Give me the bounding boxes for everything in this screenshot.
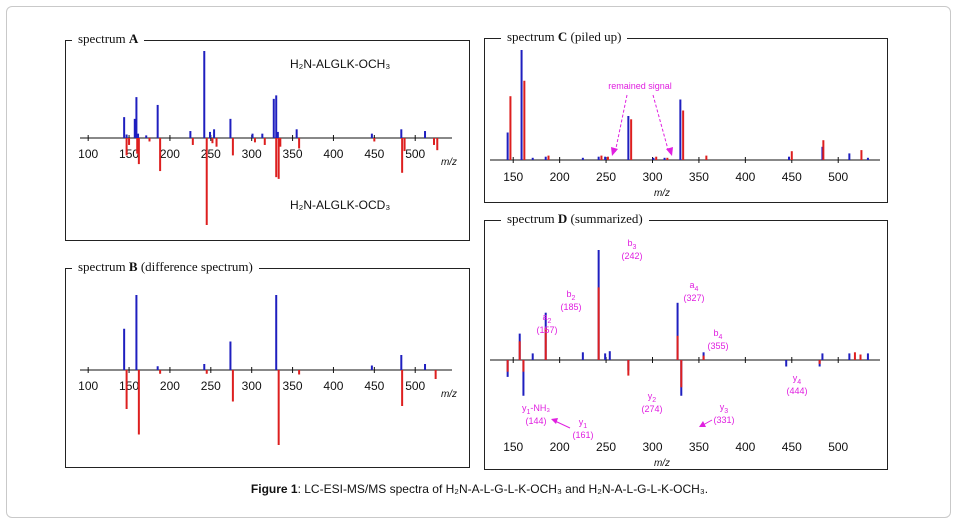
ion-label-y1: y1-NH₃	[522, 403, 550, 416]
spectrum-d-tick-label: 200	[550, 440, 570, 454]
panel-c-title-prefix: spectrum	[507, 29, 558, 44]
panel-spectrum-a	[65, 40, 470, 241]
spectrum-a-tick-label: 150	[119, 147, 139, 161]
ion-mz-y4: (444)	[786, 386, 807, 396]
spectrum-a-xlabel: m/z	[441, 157, 457, 168]
ion-label-y2: y2	[648, 391, 657, 404]
ion-mz-y1-nh3: (144)	[525, 416, 546, 426]
spectrum-b-tick-label: 250	[201, 379, 221, 393]
spectrum-a-tick-label: 300	[242, 147, 262, 161]
spectrum-a-tick-label: 100	[78, 147, 98, 161]
panel-c-title: spectrum C (piled up)	[501, 29, 628, 45]
remained-signal-arrow-right	[652, 94, 670, 154]
spectrum-d-tick-label: 150	[503, 440, 523, 454]
spectrum-d-tick-label: 400	[735, 440, 755, 454]
ion-mz-a2: (157)	[536, 325, 557, 335]
ion-label-b4: b4	[714, 328, 723, 341]
spectrum-b-tick-label: 300	[242, 379, 262, 393]
spectrum-d-tick-label: 500	[828, 440, 848, 454]
ion-mz-b2: (185)	[560, 302, 581, 312]
remained-signal-label: remained signal	[608, 81, 672, 91]
panel-c-title-suffix: (piled up)	[567, 29, 622, 44]
spectrum-d-tick-label: 350	[689, 440, 709, 454]
ion-mz-b3: (242)	[621, 251, 642, 261]
spectrum-d-tick-label: 300	[642, 440, 662, 454]
ion-mz-y1: (161)	[572, 430, 593, 440]
spectrum-a-tick-label: 500	[405, 147, 425, 161]
panel-a-title-letter: A	[128, 31, 139, 46]
spectrum-b-tick-label: 150	[119, 379, 139, 393]
ion-mz-y3: (331)	[713, 415, 734, 425]
ion-label-y3: y3	[720, 402, 729, 415]
panel-b-title: spectrum B (difference spectrum)	[72, 259, 259, 275]
figure-caption: Figure 1: LC-ESI-MS/MS spectra of H₂N-A-…	[0, 482, 959, 496]
panel-a-title-prefix: spectrum	[78, 31, 129, 46]
spectrum-d-xlabel: m/z	[654, 458, 670, 469]
ion-label-a4: a4	[690, 280, 699, 293]
panel-d-title: spectrum D (summarized)	[501, 211, 649, 227]
panel-spectrum-b	[65, 268, 470, 468]
spectrum-b-tick-label: 450	[364, 379, 384, 393]
ion-label-b2: b2	[567, 289, 576, 302]
spectrum-c-tick-label: 500	[828, 170, 848, 184]
caption-text: : LC-ESI-MS/MS spectra of H₂N-A-L-G-L-K-…	[297, 482, 709, 496]
compound-label-ocd3: H₂N-ALGLK-OCD₃	[290, 198, 390, 212]
ion-label-y1: y1	[579, 417, 588, 430]
spectrum-b-tick-label: 200	[160, 379, 180, 393]
spectrum-d-tick-label: 450	[782, 440, 802, 454]
panel-b-title-letter: B	[128, 259, 138, 274]
panel-b-title-suffix: (difference spectrum)	[137, 259, 253, 274]
y1-arrow	[554, 420, 571, 429]
spectrum-c-tick-label: 200	[550, 170, 570, 184]
spectrum-b-tick-label: 100	[78, 379, 98, 393]
y1-arrowhead	[551, 418, 558, 424]
panel-b-title-prefix: spectrum	[78, 259, 129, 274]
spectrum-c-tick-label: 150	[503, 170, 523, 184]
spectrum-b-xlabel: m/z	[441, 389, 457, 400]
panel-d-title-suffix: (summarized)	[567, 211, 643, 226]
remained-signal-arrowhead-left	[611, 147, 618, 156]
spectrum-a-tick-label: 200	[160, 147, 180, 161]
panel-d-title-prefix: spectrum	[507, 211, 558, 226]
panel-d-title-letter: D	[557, 211, 568, 226]
y3-arrowhead	[699, 421, 706, 427]
spectrum-b-tick-label: 350	[283, 379, 303, 393]
spectrum-a-tick-label: 450	[364, 147, 384, 161]
ion-mz-b4: (355)	[707, 341, 728, 351]
spectrum-c-tick-label: 400	[735, 170, 755, 184]
caption-label: Figure 1	[250, 482, 298, 496]
panel-a-title: spectrum A	[72, 31, 145, 47]
ion-mz-a4: (327)	[683, 293, 704, 303]
spectrum-b-tick-label: 500	[405, 379, 425, 393]
ion-mz-y2: (274)	[641, 404, 662, 414]
spectrum-c-tick-label: 300	[642, 170, 662, 184]
remained-signal-arrowhead-right	[666, 147, 673, 156]
compound-label-och3: H₂N-ALGLK-OCH₃	[290, 57, 390, 71]
ion-label-a2: a2	[543, 312, 552, 325]
spectrum-c-tick-label: 450	[782, 170, 802, 184]
spectrum-a-tick-label: 400	[323, 147, 343, 161]
spectrum-c-tick-label: 250	[596, 170, 616, 184]
spectrum-c-tick-label: 350	[689, 170, 709, 184]
panel-spectrum-d	[484, 220, 888, 470]
panel-c-title-letter: C	[557, 29, 568, 44]
spectrum-d-tick-label: 250	[596, 440, 616, 454]
panel-spectrum-c	[484, 38, 888, 203]
spectrum-c-xlabel: m/z	[654, 188, 670, 199]
ion-label-b3: b3	[628, 238, 637, 251]
spectrum-a-tick-label: 350	[283, 147, 303, 161]
spectrum-b-tick-label: 400	[323, 379, 343, 393]
ion-label-y4: y4	[793, 373, 802, 386]
